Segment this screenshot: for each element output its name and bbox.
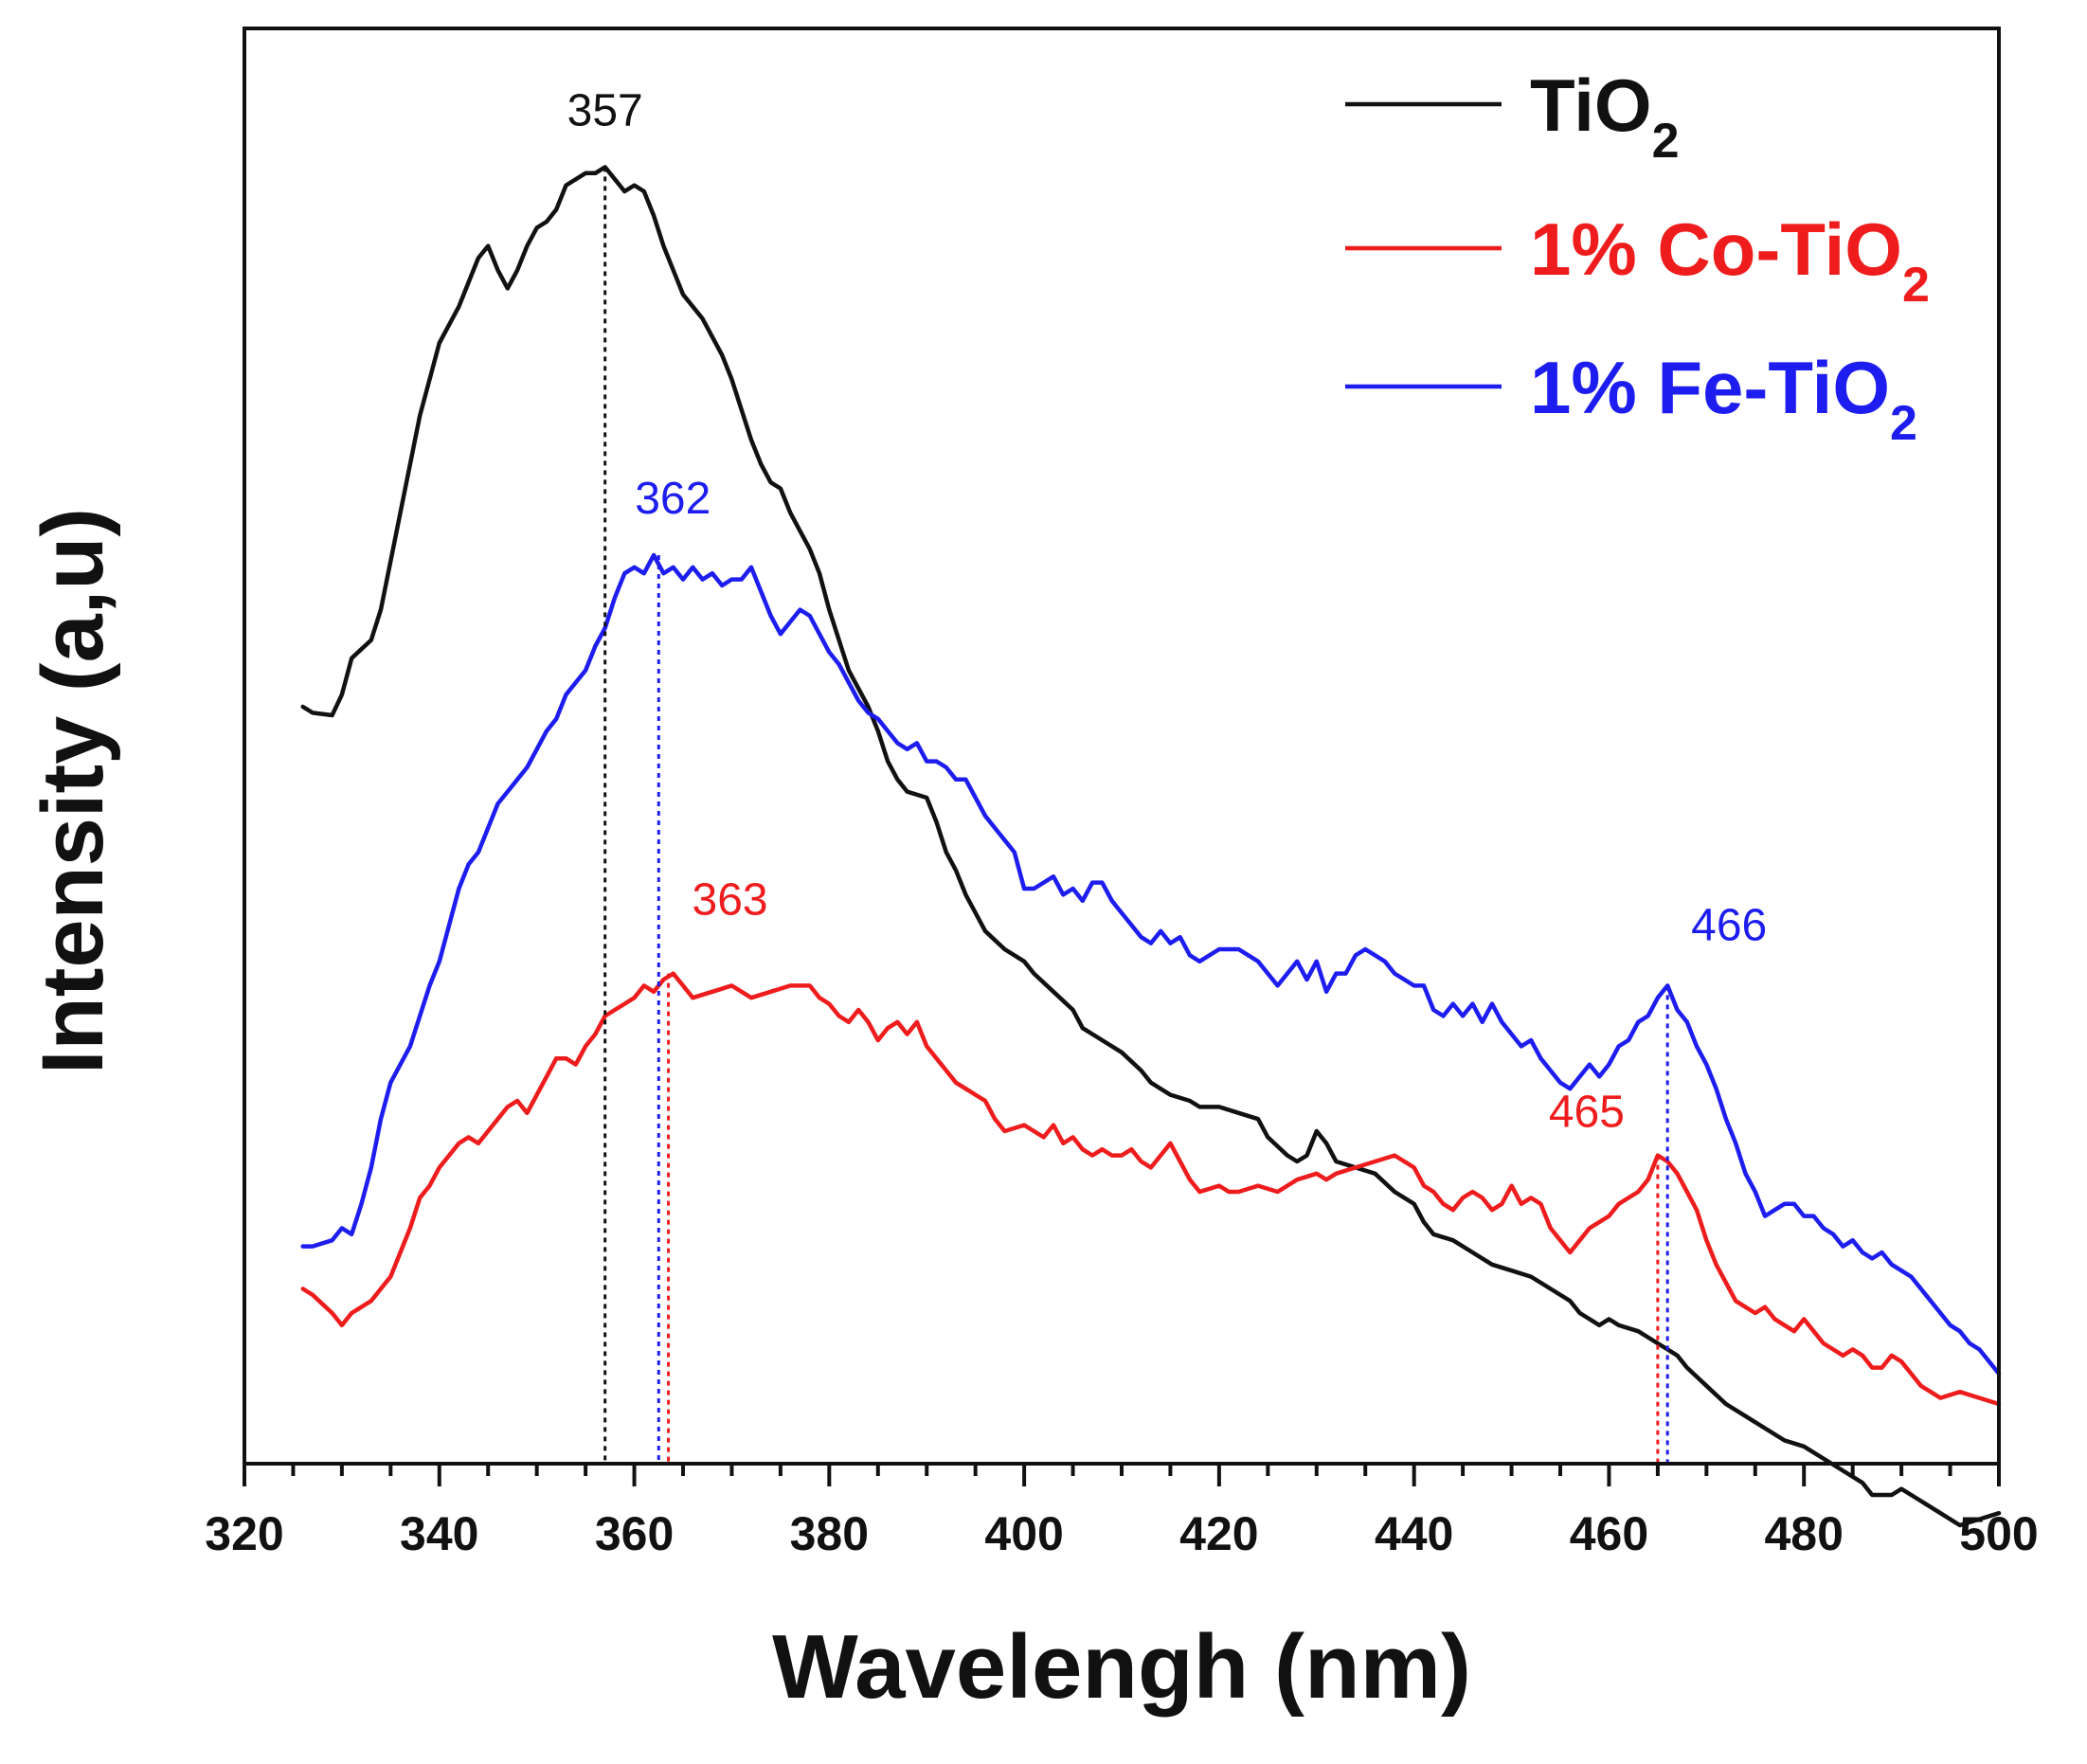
x-tick-label: 500 [1959,1507,2038,1560]
series-line-1 [300,971,2002,1407]
peak-label-466: 466 [1691,900,1767,950]
plot-lines [300,165,2002,1528]
series-line-0 [300,165,2002,1528]
peak-label-363: 363 [693,875,768,926]
x-tick-label: 380 [790,1507,869,1560]
y-axis-title: Intensity (a,u) [25,508,121,1074]
x-tick-label: 340 [400,1507,478,1560]
x-tick-label: 440 [1375,1507,1453,1560]
x-tick-label: 320 [205,1507,283,1560]
x-axis-title: Wavelengh (nm) [772,1616,1471,1718]
x-tick-label: 480 [1765,1507,1844,1560]
series-line-2 [300,552,2002,1377]
legend-subscript: 2 [1902,258,1930,313]
x-axis-ticks [243,1464,2001,1486]
legend-subscript: 2 [1890,396,1917,451]
peak-labels: 357 362 363 465 466 [567,85,1768,1137]
x-tick-label: 420 [1179,1507,1258,1560]
x-tick-label: 360 [595,1507,674,1560]
peak-label-362: 362 [635,474,711,524]
x-tick-label: 460 [1570,1507,1648,1560]
peak-label-357: 357 [567,85,643,135]
x-axis-tick-labels: 320 340 360 380 400 420 440 460 480 500 [205,1507,2038,1560]
legend-subscript: 2 [1652,114,1680,169]
peak-lines [603,167,1669,1464]
x-tick-label: 400 [984,1507,1063,1560]
peak-label-465: 465 [1549,1088,1625,1138]
